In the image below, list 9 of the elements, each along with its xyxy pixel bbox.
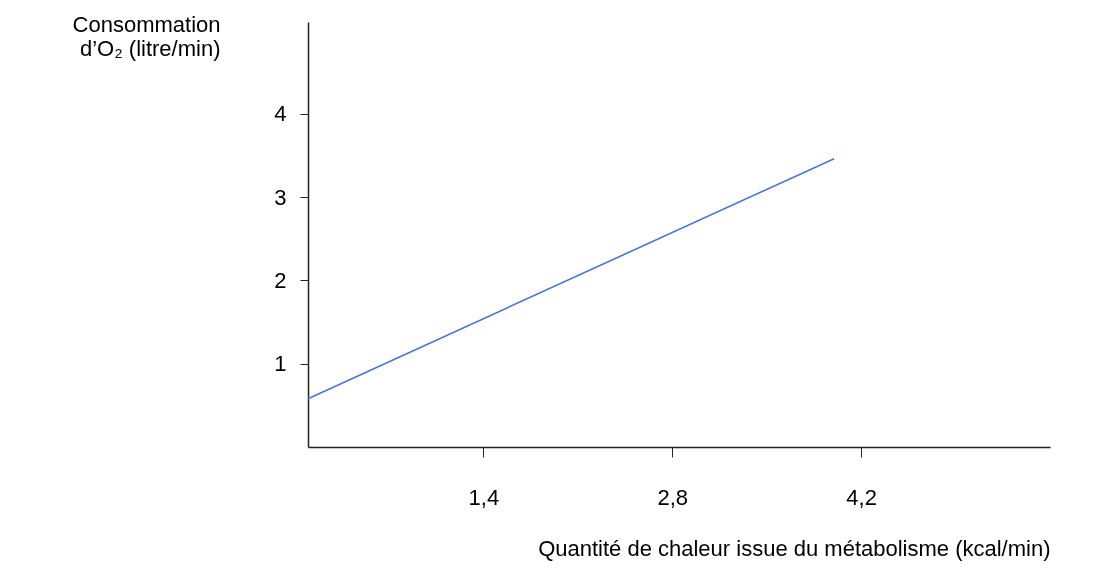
- y-tick-label: 2: [274, 267, 287, 293]
- x-tick-label: 1,4: [468, 484, 500, 510]
- x-tick-label: 4,2: [846, 484, 877, 510]
- y-axis-title: Consommation d’O₂ (litre/min): [72, 11, 221, 61]
- y-tick-label: 1: [274, 351, 287, 377]
- x-axis-title: Quantité de chaleur issue du métabolisme (kcal/min): [538, 535, 1051, 561]
- y-tick-label: 3: [274, 184, 287, 210]
- y-tick-label: 4: [274, 101, 287, 127]
- x-tick-label: 2,8: [657, 484, 689, 510]
